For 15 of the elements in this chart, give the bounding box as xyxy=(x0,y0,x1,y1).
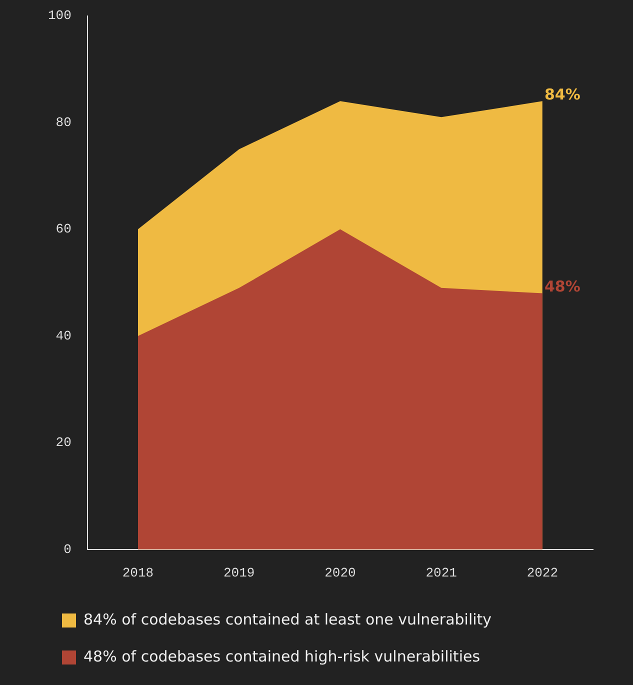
legend-label: 84% of codebases contained at least one vulnerability xyxy=(84,610,492,628)
x-tick-label: 2022 xyxy=(526,566,558,581)
data-label: 84% xyxy=(544,86,580,104)
y-tick-label: 80 xyxy=(56,114,72,130)
y-tick-label: 0 xyxy=(64,542,72,557)
y-tick-label: 60 xyxy=(56,222,72,237)
legend-label: 48% of codebases contained high-risk vulnerabilities xyxy=(84,647,480,666)
x-tick-label: 2021 xyxy=(426,566,458,581)
x-tick-label: 2019 xyxy=(223,566,255,581)
y-tick-label: 40 xyxy=(56,328,72,344)
data-label: 48% xyxy=(544,278,580,296)
y-tick-label: 20 xyxy=(56,435,72,450)
x-tick-label: 2018 xyxy=(122,566,154,581)
y-tick-label: 100 xyxy=(48,8,72,24)
x-tick-label: 2020 xyxy=(324,566,356,581)
